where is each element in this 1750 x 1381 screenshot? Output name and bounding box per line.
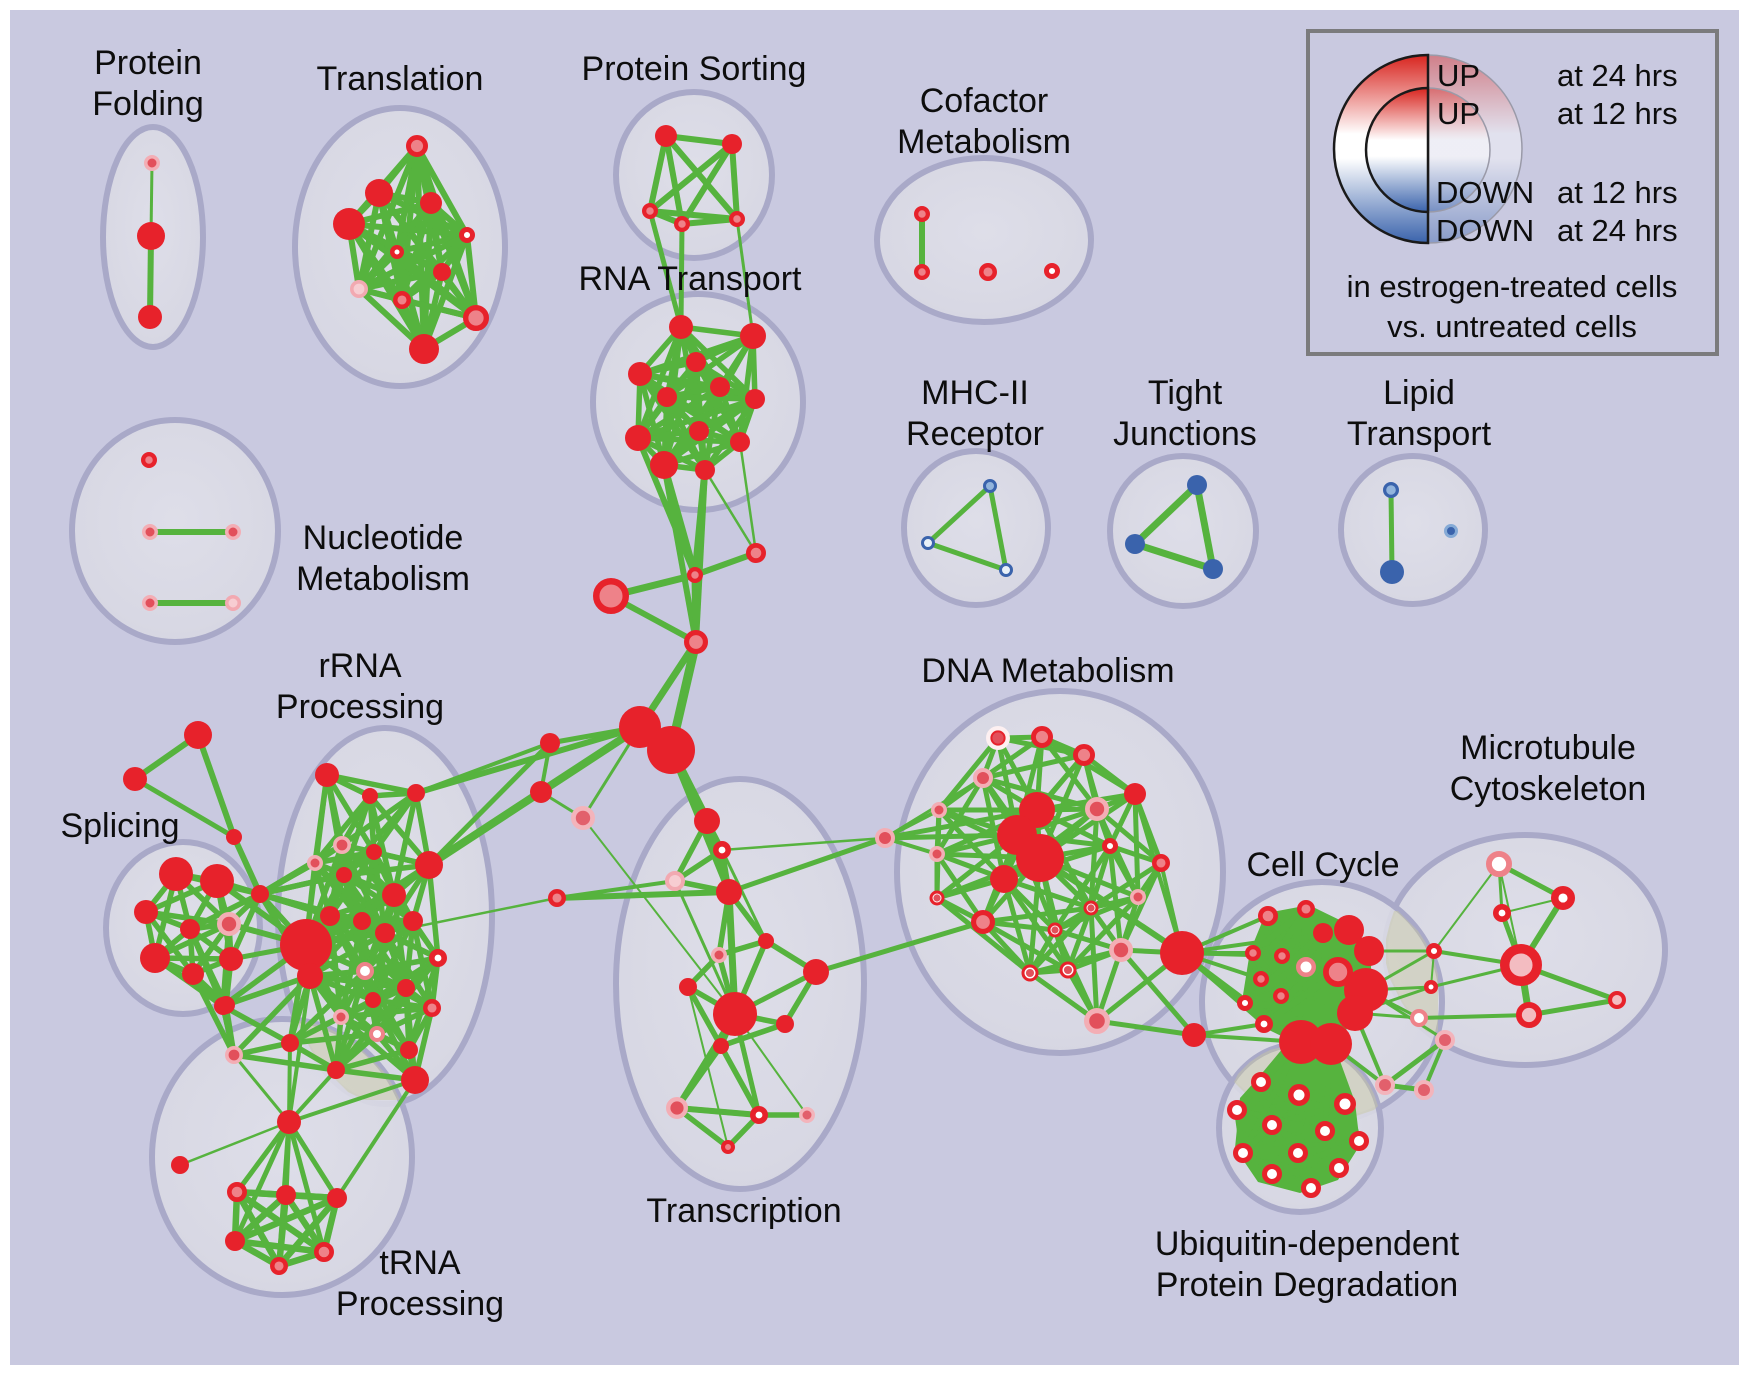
svg-text:Protein Degradation: Protein Degradation [1156,1266,1458,1304]
svg-text:Metabolism: Metabolism [296,560,470,598]
svg-text:Metabolism: Metabolism [897,123,1071,161]
svg-text:UP: UP [1437,58,1480,93]
svg-text:Transport: Transport [1347,415,1492,453]
svg-text:Cofactor: Cofactor [920,82,1049,120]
svg-text:Lipid: Lipid [1383,374,1455,412]
svg-text:Processing: Processing [276,688,444,726]
svg-text:Junctions: Junctions [1113,415,1257,453]
svg-text:RNA Transport: RNA Transport [579,260,803,298]
svg-text:Receptor: Receptor [906,415,1044,453]
svg-text:at 24 hrs: at 24 hrs [1557,58,1678,93]
svg-text:UP: UP [1437,96,1480,131]
svg-text:tRNA: tRNA [379,1244,461,1282]
svg-text:vs. untreated cells: vs. untreated cells [1387,309,1637,344]
svg-text:Cell Cycle: Cell Cycle [1246,846,1399,884]
svg-text:at 24 hrs: at 24 hrs [1557,213,1678,248]
svg-text:rRNA: rRNA [318,647,401,685]
svg-text:DOWN: DOWN [1436,213,1534,248]
svg-text:Ubiquitin-dependent: Ubiquitin-dependent [1155,1225,1460,1263]
svg-text:at 12 hrs: at 12 hrs [1557,96,1678,131]
svg-text:DOWN: DOWN [1436,175,1534,210]
svg-text:at 12 hrs: at 12 hrs [1557,175,1678,210]
svg-text:Protein Sorting: Protein Sorting [582,50,807,88]
svg-text:Folding: Folding [92,85,204,123]
svg-text:in estrogen-treated cells: in estrogen-treated cells [1347,269,1678,304]
svg-text:Protein: Protein [94,44,202,82]
svg-text:Cytoskeleton: Cytoskeleton [1450,770,1647,808]
svg-text:DNA Metabolism: DNA Metabolism [921,652,1174,690]
svg-text:Processing: Processing [336,1285,504,1323]
svg-text:Translation: Translation [317,60,484,98]
svg-text:MHC-II: MHC-II [921,374,1029,412]
svg-text:Splicing: Splicing [60,807,179,845]
svg-text:Transcription: Transcription [646,1192,841,1230]
svg-text:Microtubule: Microtubule [1460,729,1636,767]
svg-text:Tight: Tight [1148,374,1223,412]
svg-text:Nucleotide: Nucleotide [303,519,464,557]
